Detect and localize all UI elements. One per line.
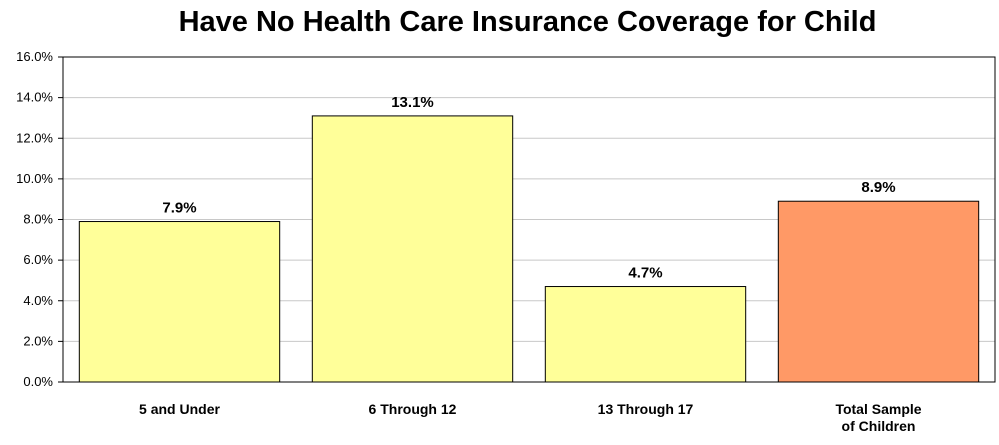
x-category-label: 13 Through 17	[598, 401, 694, 417]
y-tick-label: 4.0%	[23, 293, 53, 308]
x-category-label-line: of Children	[842, 418, 916, 434]
data-labels: 7.9% 13.1% 4.7% 8.9%	[162, 94, 895, 282]
chart-title: Have No Health Care Insurance Coverage f…	[178, 6, 877, 38]
x-category-label: Total Sample of Children	[835, 401, 921, 434]
y-tick-label: 10.0%	[16, 171, 53, 186]
y-tick-label: 8.0%	[23, 212, 53, 227]
y-axis-ticks: 0.0% 2.0% 4.0% 6.0% 8.0% 10.0% 12.0% 14.0% 16.0%	[16, 49, 63, 389]
x-category-label-line: Total Sample	[835, 401, 921, 417]
bar	[777, 200, 980, 383]
bars	[78, 115, 980, 383]
x-category-label: 6 Through 12	[369, 401, 457, 417]
y-tick-label: 2.0%	[23, 333, 53, 348]
data-label: 8.9%	[861, 179, 895, 196]
bar	[544, 286, 747, 383]
data-label: 13.1%	[391, 94, 434, 111]
x-category-label: 5 and Under	[139, 401, 220, 417]
bar	[311, 115, 514, 383]
data-label: 7.9%	[162, 200, 196, 217]
x-axis-categories: 5 and Under 6 Through 12 13 Through 17 Tota…	[139, 401, 922, 434]
y-tick-label: 6.0%	[23, 252, 53, 267]
y-tick-label: 16.0%	[16, 49, 53, 64]
y-tick-label: 12.0%	[16, 130, 53, 145]
x-category-label-line: 13 Through 17	[598, 401, 694, 417]
data-label: 4.7%	[628, 265, 662, 282]
x-category-label-line: 6 Through 12	[369, 401, 457, 417]
y-tick-label: 14.0%	[16, 90, 53, 105]
x-category-label-line: 5 and Under	[139, 401, 220, 417]
y-tick-label: 0.0%	[23, 374, 53, 389]
bar	[78, 221, 281, 383]
